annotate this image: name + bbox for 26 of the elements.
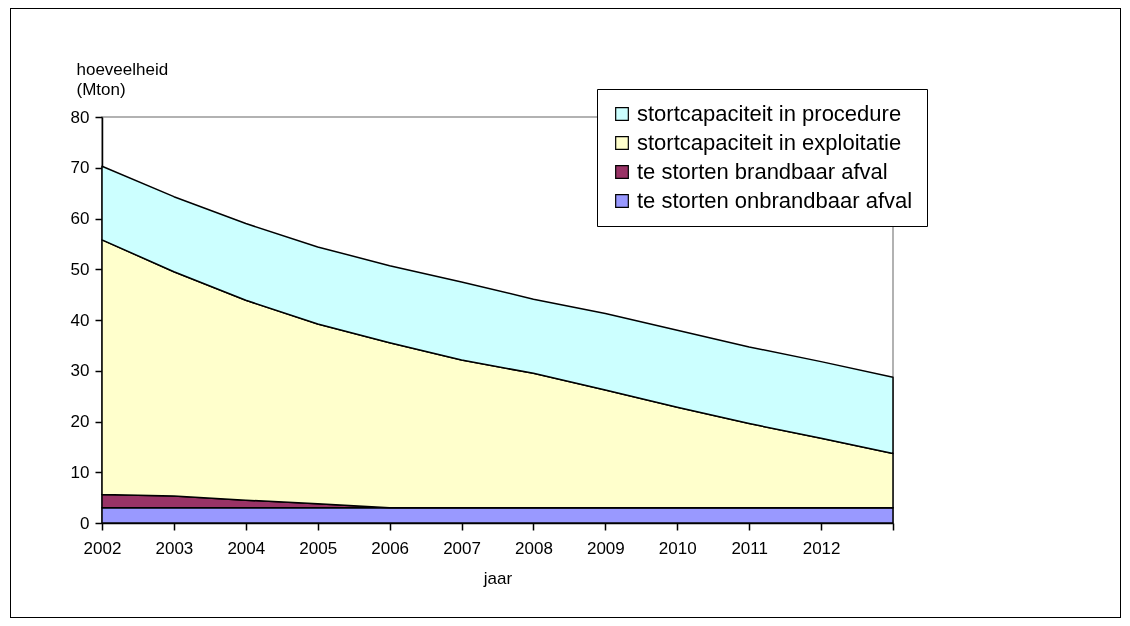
y-tick-label: 30 (70, 361, 90, 381)
y-tick-label: 20 (70, 412, 90, 431)
x-tick-label: 2006 (371, 538, 410, 558)
legend-label: stortcapaciteit in procedure (637, 101, 902, 126)
x-axis-title: jaar (482, 568, 513, 588)
y-tick-label: 10 (70, 462, 90, 482)
y-axis-title: hoeveelheid (Mton) (76, 59, 169, 99)
x-tick-label: 2012 (802, 538, 841, 558)
x-tick-label: 2008 (515, 538, 553, 558)
legend-label: stortcapaciteit in exploitatie (637, 130, 902, 155)
legend-label: te storten brandbaar afval (637, 159, 888, 184)
x-tick-label: 2011 (731, 538, 768, 558)
x-tick-label: 2004 (227, 538, 266, 558)
legend-label: te storten onbrandbaar afval (637, 188, 913, 213)
y-tick-label: 80 (70, 107, 90, 127)
x-tick-label: 2007 (443, 538, 481, 558)
y-tick-label: 70 (70, 158, 90, 178)
x-tick-label: 2005 (299, 538, 338, 558)
y-tick-label: 50 (70, 259, 90, 279)
y-tick-label: 0 (80, 513, 90, 533)
x-tick-label: 2009 (586, 538, 625, 558)
x-tick-label: 2003 (155, 538, 194, 558)
y-tick-label: 40 (70, 310, 90, 330)
x-tick-label: 2002 (83, 538, 122, 558)
x-tick-label: 2010 (658, 538, 697, 558)
y-tick-label: 60 (70, 209, 90, 228)
